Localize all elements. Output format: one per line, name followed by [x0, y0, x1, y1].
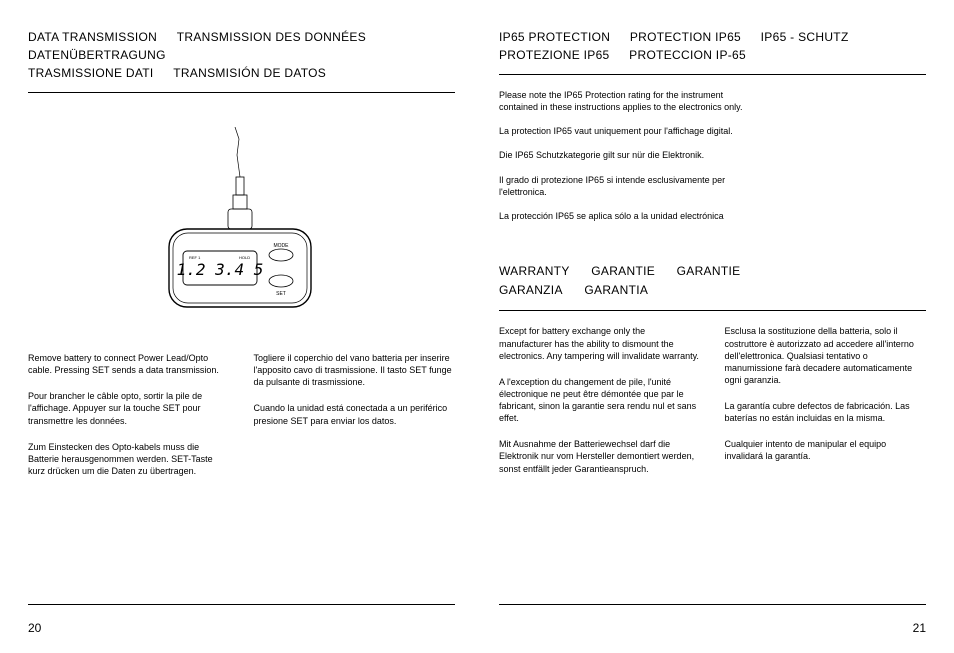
ip65-de: Die IP65 Schutzkategorie gilt sur nür di… [499, 149, 759, 161]
label-hold: HOLD [239, 255, 250, 260]
para-fr: Pour brancher le câble opto, sortir la p… [28, 390, 230, 426]
warranty-col-1: Except for battery exchange only the man… [499, 325, 701, 488]
ip65-it: Il grado di protezione IP65 si intende e… [499, 174, 759, 198]
ip65-heading-fr: PROTECTION IP65 [630, 28, 741, 46]
warranty-h3: GARANTIE [677, 262, 741, 281]
warranty-en: Except for battery exchange only the man… [499, 325, 701, 361]
bottom-rule-right [499, 604, 926, 605]
warranty-h5: GARANTIA [584, 281, 648, 300]
ip65-heading-en: IP65 PROTECTION [499, 28, 610, 46]
para-de: Zum Einstecken des Opto-kabels muss die … [28, 441, 230, 477]
para-en: Remove battery to connect Power Lead/Opt… [28, 352, 230, 376]
label-mode: MODE [273, 243, 289, 249]
label-set: SET [276, 291, 286, 297]
para-es: Cuando la unidad está conectada a un per… [254, 402, 456, 426]
heading-es: TRANSMISIÓN DE DATOS [173, 64, 326, 82]
warranty-it: Esclusa la sostituzione della batteria, … [725, 325, 927, 386]
warranty-es1: La garantía cubre defectos de fabricació… [725, 400, 927, 424]
warranty-es2: Cualquier intento de manipular el equipo… [725, 438, 927, 462]
warranty-body: Except for battery exchange only the man… [499, 325, 926, 488]
heading-it: TRASMISSIONE DATI [28, 64, 154, 82]
device-svg: 1.2 3.4 5 REF 1 HOLD MODE SET [157, 127, 327, 317]
heading-fr: TRANSMISSION DES DONNÉES [177, 28, 366, 46]
ip65-heading-de: IP65 - SCHUTZ [761, 28, 849, 46]
data-transmission-heading: DATA TRANSMISSION TRANSMISSION DES DONNÉ… [28, 28, 455, 82]
label-ref1: REF 1 [189, 255, 201, 260]
page-left: DATA TRANSMISSION TRANSMISSION DES DONNÉ… [0, 0, 477, 653]
top-rule-left [28, 92, 455, 93]
top-rule-right [499, 74, 926, 75]
page-number-left: 20 [28, 621, 41, 635]
body-col-1: Remove battery to connect Power Lead/Opt… [28, 352, 230, 491]
warranty-fr: A l'exception du changement de pile, l'u… [499, 376, 701, 425]
ip65-body: Please note the IP65 Protection rating f… [499, 89, 926, 234]
page-right: IP65 PROTECTION PROTECTION IP65 IP65 - S… [477, 0, 954, 653]
display-value: 1.2 3.4 5 [176, 260, 263, 279]
page-number-right: 21 [913, 621, 926, 635]
device-illustration: 1.2 3.4 5 REF 1 HOLD MODE SET [28, 127, 455, 322]
ip65-fr: La protection IP65 vaut uniquement pour … [499, 125, 759, 137]
ip65-en: Please note the IP65 Protection rating f… [499, 89, 759, 113]
ip65-heading-it: PROTEZIONE IP65 [499, 46, 610, 64]
warranty-rule [499, 310, 926, 311]
ip65-heading-es: PROTECCION IP-65 [629, 46, 746, 64]
warranty-h2: GARANTIE [591, 262, 655, 281]
para-it: Togliere il coperchio del vano batteria … [254, 352, 456, 388]
warranty-h4: GARANZIA [499, 281, 563, 300]
heading-en: DATA TRANSMISSION [28, 28, 157, 46]
warranty-de: Mit Ausnahme der Batteriewechsel darf di… [499, 438, 701, 474]
data-transmission-body: Remove battery to connect Power Lead/Opt… [28, 352, 455, 491]
heading-de: DATENÜBERTRAGUNG [28, 46, 166, 64]
body-col-2: Togliere il coperchio del vano batteria … [254, 352, 456, 491]
bottom-rule-left [28, 604, 455, 605]
ip65-heading: IP65 PROTECTION PROTECTION IP65 IP65 - S… [499, 28, 926, 64]
warranty-col-2: Esclusa la sostituzione della batteria, … [725, 325, 927, 488]
warranty-heading: WARRANTY GARANTIE GARANTIE GARANZIA GARA… [499, 262, 926, 300]
ip65-es: La protección IP65 se aplica sólo a la u… [499, 210, 759, 222]
warranty-h1: WARRANTY [499, 262, 570, 281]
